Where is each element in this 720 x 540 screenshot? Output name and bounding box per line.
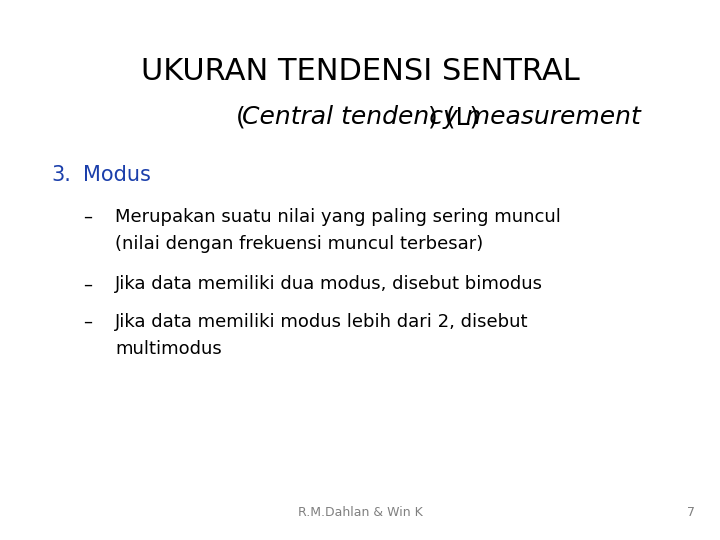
- Text: UKURAN TENDENSI SENTRAL: UKURAN TENDENSI SENTRAL: [140, 57, 580, 86]
- Text: Jika data memiliki dua modus, disebut bimodus: Jika data memiliki dua modus, disebut bi…: [115, 275, 543, 293]
- Text: 7: 7: [687, 507, 695, 519]
- Text: Central tendency measurement: Central tendency measurement: [242, 105, 641, 129]
- Text: multimodus: multimodus: [115, 340, 222, 358]
- Text: (: (: [235, 105, 246, 129]
- Text: Merupakan suatu nilai yang paling sering muncul: Merupakan suatu nilai yang paling sering…: [115, 208, 561, 226]
- Text: (nilai dengan frekuensi muncul terbesar): (nilai dengan frekuensi muncul terbesar): [115, 235, 483, 253]
- Text: ) (L): ) (L): [428, 105, 480, 129]
- Text: –: –: [83, 208, 92, 226]
- Text: –: –: [83, 275, 92, 293]
- Text: R.M.Dahlan & Win K: R.M.Dahlan & Win K: [297, 507, 423, 519]
- Text: 3.: 3.: [52, 165, 72, 185]
- Text: Modus: Modus: [83, 165, 150, 185]
- Text: –: –: [83, 313, 92, 331]
- Text: Jika data memiliki modus lebih dari 2, disebut: Jika data memiliki modus lebih dari 2, d…: [115, 313, 528, 331]
